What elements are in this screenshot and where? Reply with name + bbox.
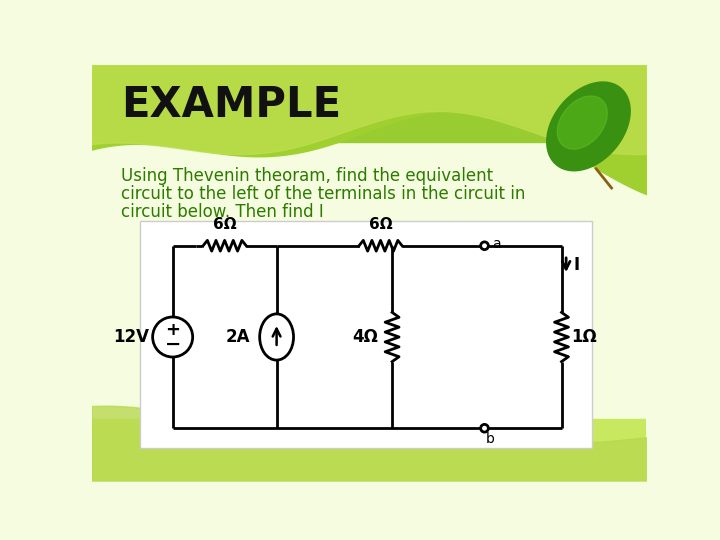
Text: 6Ω: 6Ω [213,217,236,232]
Bar [92,65,647,142]
Ellipse shape [260,314,294,360]
Text: 6Ω: 6Ω [369,217,392,232]
Bar [92,419,647,481]
Text: b: b [486,432,495,446]
Text: EXAMPLE: EXAMPLE [121,84,341,126]
Circle shape [153,317,193,357]
Text: 2A: 2A [226,328,251,346]
Circle shape [481,242,488,249]
Text: circuit below. Then find I: circuit below. Then find I [121,203,324,221]
Circle shape [481,424,488,432]
Polygon shape [557,96,607,149]
Text: I: I [574,256,580,274]
Polygon shape [546,82,630,171]
Text: 4Ω: 4Ω [352,328,378,346]
Text: +: + [165,321,180,339]
Text: a: a [492,237,501,251]
Text: −: − [164,335,181,354]
Text: 12V: 12V [114,328,150,346]
Bar [140,221,593,448]
Text: circuit to the left of the terminals in the circuit in: circuit to the left of the terminals in … [121,185,526,203]
Text: Using Thevenin theoram, find the equivalent: Using Thevenin theoram, find the equival… [121,167,493,185]
Text: 1Ω: 1Ω [571,328,596,346]
